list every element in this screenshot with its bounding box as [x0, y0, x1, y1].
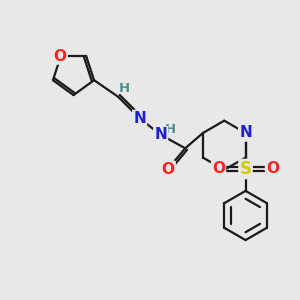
Text: O: O [54, 49, 67, 64]
Text: O: O [162, 162, 175, 177]
Text: H: H [119, 82, 130, 95]
Text: N: N [133, 111, 146, 126]
Text: O: O [212, 161, 225, 176]
Text: O: O [266, 161, 279, 176]
Text: N: N [239, 125, 252, 140]
Text: H: H [165, 123, 176, 136]
Text: S: S [239, 160, 251, 178]
Text: N: N [154, 127, 167, 142]
